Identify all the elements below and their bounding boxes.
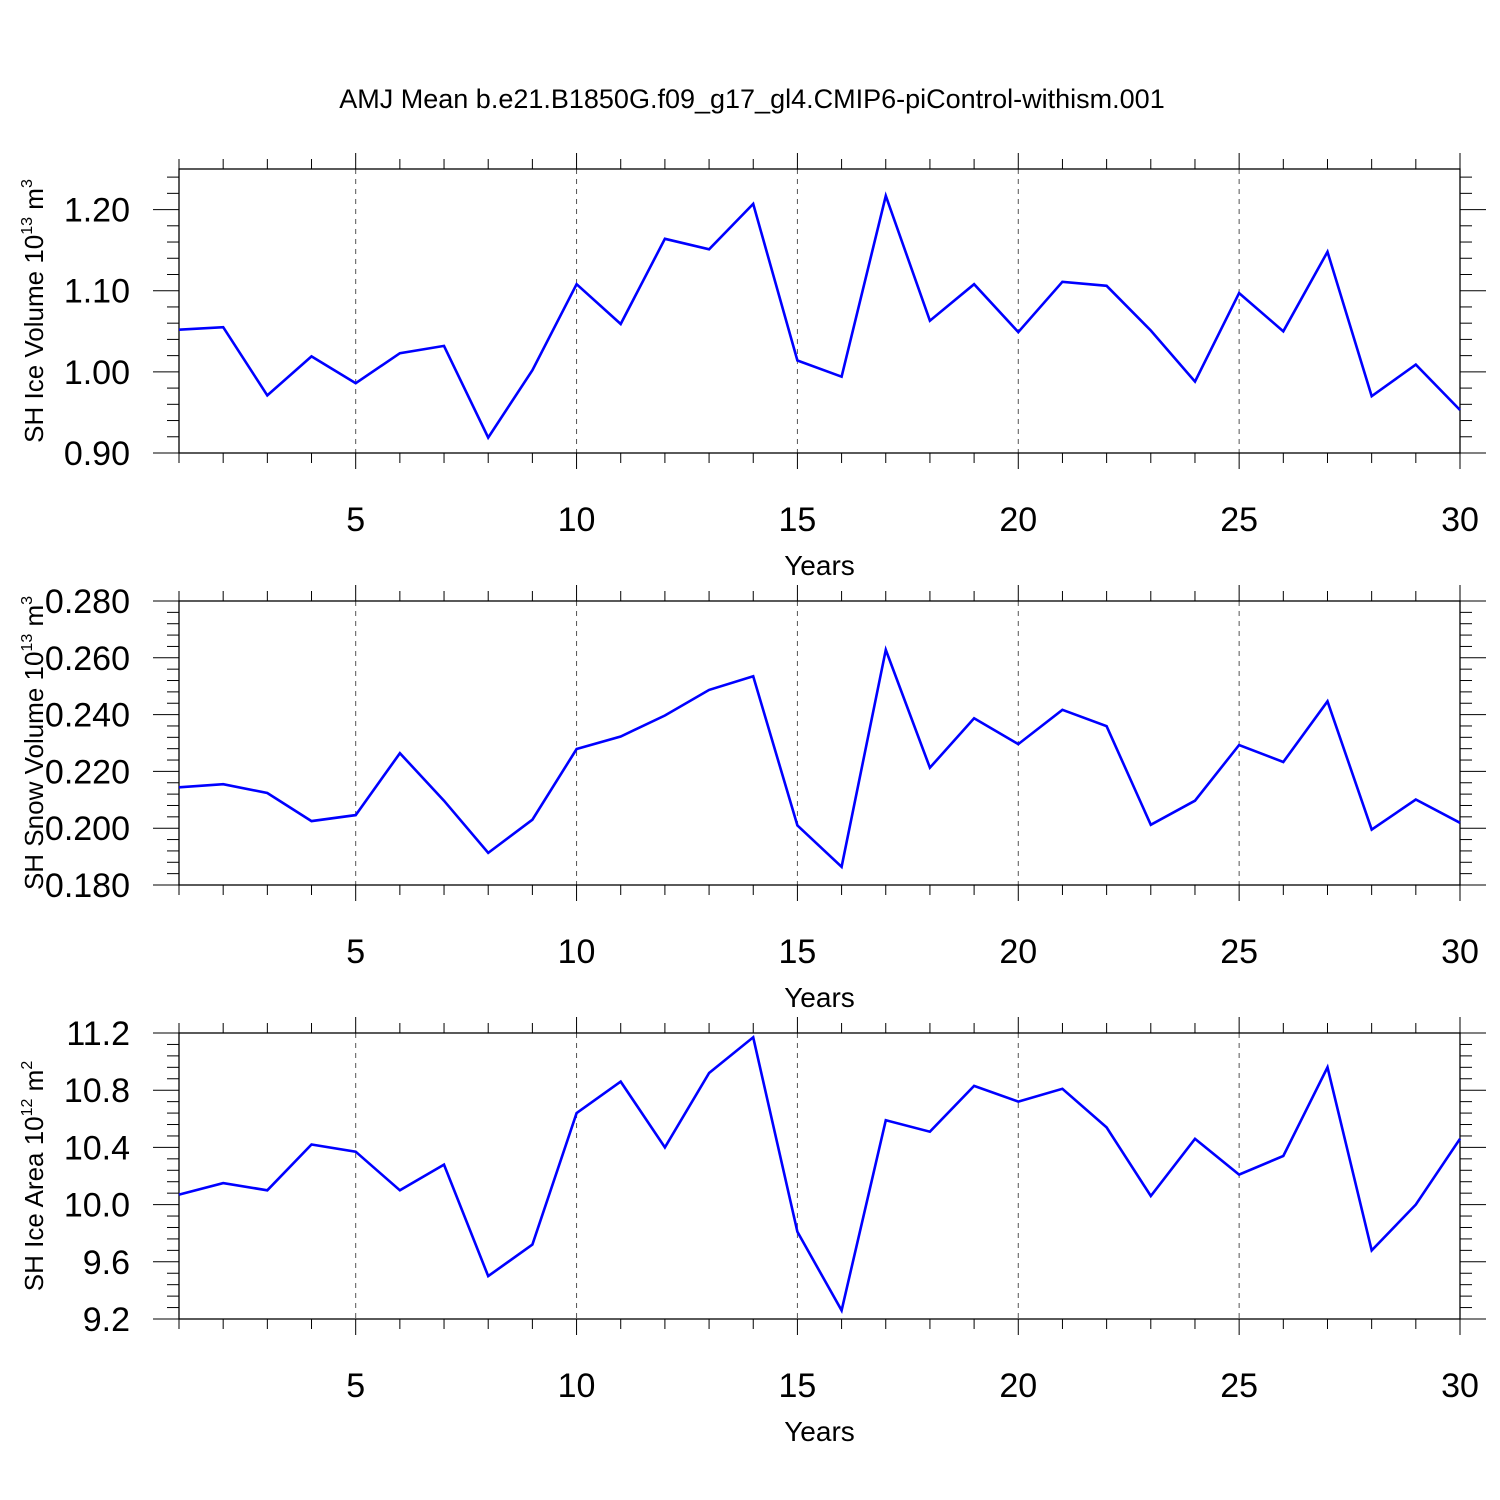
- y-tick-label: 0.260: [45, 640, 130, 678]
- y-tick-label: 0.200: [45, 810, 130, 848]
- y-tick-label: 11.2: [66, 1015, 130, 1053]
- y-axis-label: SH Ice Volume 1013 m3: [19, 179, 49, 443]
- chart-panel-2: 5 10 15 20 25 30 0.180 0.200 0.220 0.240 0.260 0.28…: [19, 583, 1486, 1013]
- x-tick-label: 5: [346, 501, 365, 539]
- y-tick-label: 10.4: [64, 1129, 130, 1167]
- y-tick-label: 1.10: [64, 273, 130, 311]
- series-line: [178, 1034, 1462, 1314]
- x-tick-label: 10: [558, 501, 596, 539]
- x-tick-label: 15: [778, 933, 816, 971]
- x-tick-label: 5: [346, 1367, 365, 1405]
- chart-panel-1: 5 10 15 20 25 30 0.90 1.00 1.10 1.20 SH Ice Volume…: [19, 153, 1486, 581]
- y-tick-label: 0.90: [64, 435, 130, 473]
- x-axis-label: Years: [784, 550, 855, 581]
- x-tick-label: 15: [778, 1367, 816, 1405]
- y-tick-label: 1.00: [64, 354, 130, 392]
- y-tick-label: 9.2: [83, 1301, 130, 1339]
- y-tick-label: 1.20: [64, 192, 130, 230]
- x-tick-label: 5: [346, 933, 365, 971]
- x-tick-label: 30: [1441, 501, 1479, 539]
- plot-frame: [178, 600, 1461, 886]
- y-axis-label: SH Snow Volume 1013 m3: [19, 596, 49, 890]
- y-tick-label: 0.180: [45, 867, 130, 905]
- series-line: [178, 645, 1461, 870]
- x-axis-label: Years: [784, 982, 855, 1013]
- x-tick-label: 25: [1220, 501, 1258, 539]
- y-axis-label: SH Ice Area 1012 m2: [19, 1061, 49, 1292]
- x-tick-label: 10: [558, 933, 596, 971]
- y-tick-label: 10.8: [64, 1072, 130, 1110]
- y-tick-label: 0.240: [45, 697, 130, 735]
- x-tick-label: 30: [1441, 933, 1479, 971]
- x-axis-label: Years: [784, 1416, 855, 1447]
- plot-frame: [178, 1032, 1461, 1320]
- y-tick-label: 10.0: [64, 1187, 130, 1225]
- chart-title: AMJ Mean b.e21.B1850G.f09_g17_gl4.CMIP6-…: [339, 84, 1164, 114]
- x-tick-label: 25: [1220, 1367, 1258, 1405]
- x-tick-label: 15: [778, 501, 816, 539]
- y-tick-label: 0.280: [45, 583, 130, 621]
- x-tick-label: 20: [999, 933, 1037, 971]
- x-tick-label: 20: [999, 501, 1037, 539]
- y-tick-label: 0.220: [45, 753, 130, 791]
- plot-frame: [178, 168, 1461, 454]
- x-tick-label: 20: [999, 1367, 1037, 1405]
- chart-panel-3: 5 10 15 20 25 30 9.2 9.6 10.0 10.4 10.8 11.2 SH Ice …: [19, 1015, 1486, 1447]
- x-tick-label: 10: [558, 1367, 596, 1405]
- y-tick-label: 9.6: [83, 1244, 130, 1282]
- x-tick-label: 25: [1220, 933, 1258, 971]
- x-tick-label: 30: [1441, 1367, 1479, 1405]
- series-line: [178, 191, 1461, 441]
